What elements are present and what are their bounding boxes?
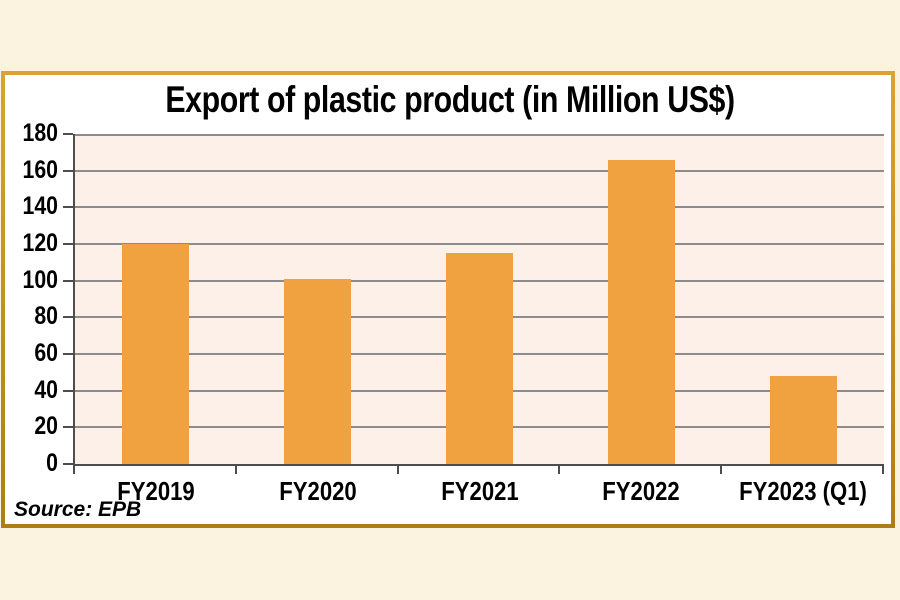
x-tick-mark-3 bbox=[558, 464, 560, 474]
gridline-y120 bbox=[75, 243, 884, 245]
y-tick-label-140: 140 bbox=[22, 192, 58, 220]
x-tick-mark-2 bbox=[397, 464, 399, 474]
x-axis-label-1: FY2019 bbox=[117, 476, 195, 506]
y-tick-label-180: 180 bbox=[22, 119, 58, 147]
y-tick-mark-160 bbox=[63, 170, 73, 172]
y-tick-mark-140 bbox=[63, 206, 73, 208]
plot-area bbox=[73, 134, 884, 466]
gridline-y160 bbox=[75, 170, 884, 172]
gridline-y180 bbox=[75, 134, 884, 136]
x-axis-label-2: FY2020 bbox=[279, 476, 357, 506]
y-tick-label-20: 20 bbox=[34, 412, 58, 440]
bar-fy2023-q1 bbox=[770, 376, 837, 464]
gridline-y140 bbox=[75, 206, 884, 208]
x-tick-mark-4 bbox=[720, 464, 722, 474]
y-tick-mark-60 bbox=[63, 353, 73, 355]
x-axis-label-3: FY2021 bbox=[441, 476, 519, 506]
x-tick-mark-1 bbox=[235, 464, 237, 474]
bar-fy2019 bbox=[122, 244, 189, 464]
y-tick-label-40: 40 bbox=[34, 376, 58, 404]
y-tick-label-100: 100 bbox=[22, 266, 58, 294]
y-tick-mark-180 bbox=[63, 133, 73, 135]
y-tick-mark-20 bbox=[63, 426, 73, 428]
x-axis-label-5: FY2023 (Q1) bbox=[739, 476, 867, 506]
x-tick-mark-0 bbox=[73, 464, 75, 474]
x-tick-mark-5 bbox=[882, 464, 884, 474]
y-tick-label-160: 160 bbox=[22, 156, 58, 184]
y-tick-mark-100 bbox=[63, 280, 73, 282]
y-tick-mark-0 bbox=[63, 463, 73, 465]
source-label: Source: EPB bbox=[14, 498, 142, 521]
x-axis-label-4: FY2022 bbox=[602, 476, 680, 506]
y-tick-label-0: 0 bbox=[46, 449, 58, 477]
y-tick-label-80: 80 bbox=[34, 302, 58, 330]
y-tick-mark-40 bbox=[63, 390, 73, 392]
y-tick-mark-80 bbox=[63, 316, 73, 318]
bar-fy2021 bbox=[446, 253, 513, 464]
y-tick-label-60: 60 bbox=[34, 339, 58, 367]
bar-fy2022 bbox=[608, 160, 675, 464]
y-tick-mark-120 bbox=[63, 243, 73, 245]
chart-title: Export of plastic product (in Million US… bbox=[165, 79, 735, 120]
y-tick-label-120: 120 bbox=[22, 229, 58, 257]
bar-fy2020 bbox=[284, 279, 351, 464]
